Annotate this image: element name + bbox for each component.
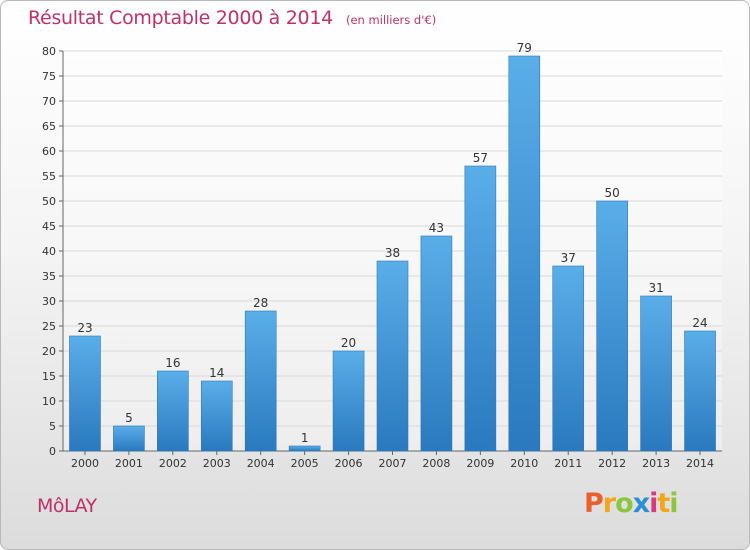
bar-2000 <box>69 335 101 452</box>
x-tick-label-2008: 2008 <box>422 457 450 470</box>
x-tick-label-2014: 2014 <box>686 457 714 470</box>
bar-2006 <box>332 350 365 452</box>
chart-subtitle: (en milliers d'€) <box>345 13 437 27</box>
commune-name: MôLAY <box>37 495 97 517</box>
y-tick-label: 50 <box>42 195 56 208</box>
data-label-2008: 43 <box>429 221 444 235</box>
y-tick-label: 20 <box>42 345 56 358</box>
data-label-2000: 23 <box>77 321 92 335</box>
bar-2012 <box>596 200 628 452</box>
logo-letter: P <box>584 488 604 519</box>
data-label-2007: 38 <box>385 246 400 260</box>
bar-2004 <box>244 310 277 452</box>
logo-letter: i <box>669 488 678 519</box>
y-tick-label: 60 <box>42 145 56 158</box>
y-tick-label: 30 <box>42 295 56 308</box>
x-tick-label-2011: 2011 <box>554 457 582 470</box>
y-tick-label: 35 <box>42 270 56 283</box>
y-tick-label: 40 <box>42 245 56 258</box>
y-tick-label: 5 <box>49 420 56 433</box>
bar-2002 <box>157 370 189 452</box>
x-tick-label-2000: 2000 <box>71 457 99 470</box>
y-tick-label: 0 <box>49 445 56 458</box>
y-tick-label: 55 <box>42 170 56 183</box>
x-tick-label-2007: 2007 <box>379 457 407 470</box>
title-line: Résultat Comptable 2000 à 2014 (en milli… <box>28 7 436 29</box>
data-label-2003: 14 <box>209 366 224 380</box>
y-tick-label: 65 <box>42 120 56 133</box>
y-tick-label: 75 <box>42 70 56 83</box>
x-tick-label-2013: 2013 <box>642 457 670 470</box>
y-tick-label: 25 <box>42 320 56 333</box>
bar-2013 <box>640 295 672 452</box>
logo-letter: r <box>602 488 616 519</box>
data-label-2013: 31 <box>648 281 663 295</box>
x-tick-label-2002: 2002 <box>159 457 187 470</box>
x-tick-label-2005: 2005 <box>291 457 319 470</box>
y-tick-label: 15 <box>42 370 56 383</box>
x-tick-label-2012: 2012 <box>598 457 626 470</box>
bar-2001 <box>113 425 145 452</box>
logo-letter: t <box>657 488 670 519</box>
bar-2011 <box>552 265 585 452</box>
y-tick-label: 10 <box>42 395 56 408</box>
data-label-2005: 1 <box>301 431 309 445</box>
chart-title: Résultat Comptable 2000 à 2014 <box>28 7 333 29</box>
bar-2005 <box>288 445 321 452</box>
bar-2003 <box>200 380 233 452</box>
bars <box>69 55 716 452</box>
y-tick-label: 45 <box>42 220 56 233</box>
logo-letter: i <box>649 488 658 519</box>
logo-letter: o <box>615 488 634 519</box>
data-label-2001: 5 <box>125 411 133 425</box>
x-tick-label-2004: 2004 <box>247 457 275 470</box>
bar-2008 <box>420 235 453 452</box>
x-tick-label-2010: 2010 <box>510 457 538 470</box>
data-label-2009: 57 <box>473 151 488 165</box>
x-tick-label-2001: 2001 <box>115 457 143 470</box>
bar-2014 <box>684 330 716 452</box>
y-tick-label: 70 <box>42 95 56 108</box>
data-labels: 23 5 16 14 28 1 20 38 43 57 79 37 50 31 24 <box>77 41 707 445</box>
bar-2007 <box>376 260 409 452</box>
y-tick-label: 80 <box>42 45 56 58</box>
data-label-2014: 24 <box>692 316 707 330</box>
x-tick-label-2006: 2006 <box>335 457 363 470</box>
data-label-2004: 28 <box>253 296 268 310</box>
proxiti-logo: Proxiti <box>584 488 679 519</box>
logo-letter: x <box>632 488 650 519</box>
x-tick-label-2009: 2009 <box>466 457 494 470</box>
bar-2009 <box>464 165 497 452</box>
data-label-2002: 16 <box>165 356 180 370</box>
data-label-2012: 50 <box>605 186 620 200</box>
bar-2010 <box>508 55 541 452</box>
data-label-2010: 79 <box>517 41 532 55</box>
x-tick-label-2003: 2003 <box>203 457 231 470</box>
data-label-2011: 37 <box>561 251 576 265</box>
data-label-2006: 20 <box>341 336 356 350</box>
